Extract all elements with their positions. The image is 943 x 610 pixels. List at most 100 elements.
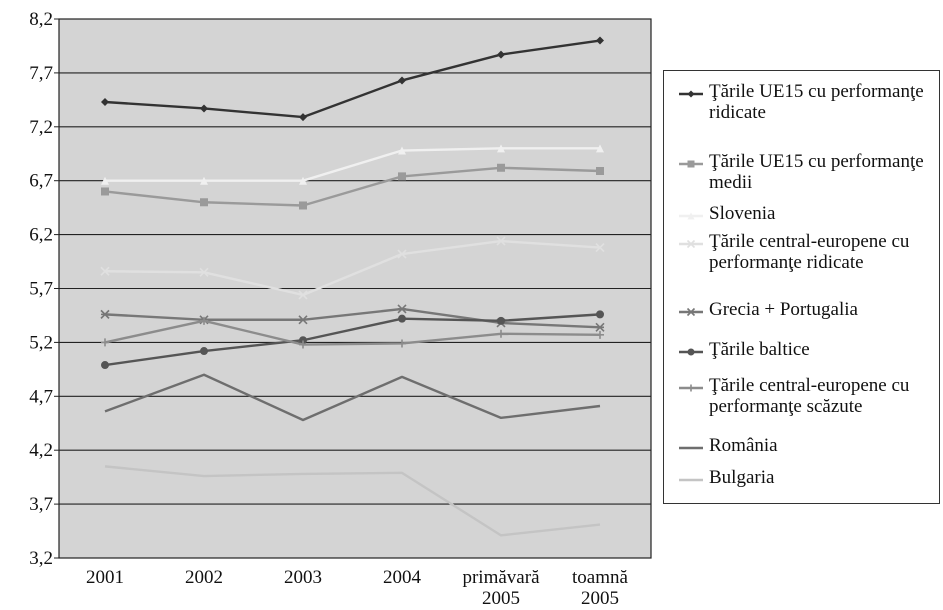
legend-label: Grecia + Portugalia (709, 299, 858, 320)
data-point (200, 316, 208, 325)
data-point (687, 212, 695, 220)
data-point (200, 176, 208, 185)
data-point (398, 76, 406, 85)
legend-swatch (679, 348, 703, 356)
data-point (497, 144, 505, 153)
data-point (595, 322, 605, 332)
x-tick-label: primăvară 2005 (462, 567, 540, 609)
data-point (101, 176, 109, 185)
y-tick-label: 3,7 (29, 494, 53, 515)
y-axis-ticks: 8,2 7,7 7,2 6,7 6,2 5,7 5,2 4,7 4,2 3,7 3,2 (29, 9, 53, 569)
y-tick-label: 6,2 (29, 225, 53, 246)
y-tick-label: 8,2 (29, 9, 53, 30)
x-tick-label: 2002 (185, 567, 223, 588)
data-point (299, 340, 307, 349)
data-point (398, 339, 406, 348)
x-tick-label: 2003 (284, 567, 322, 588)
series-line (104, 39, 601, 119)
x-tick-label: toamnă 2005 (572, 567, 628, 609)
legend-label: Ţările UE15 cu performanţe medii (709, 151, 924, 193)
series-1 (101, 163, 604, 210)
data-point (199, 267, 209, 277)
x-tick-label: 2001 (86, 567, 124, 588)
data-point (299, 336, 307, 345)
data-point (497, 316, 505, 325)
data-point (200, 104, 208, 113)
legend-swatch (679, 212, 703, 220)
series-3 (100, 236, 605, 300)
data-point (397, 304, 407, 314)
legend-label: România (709, 435, 778, 456)
y-tick-label: 4,7 (29, 386, 53, 407)
y-tick-label: 5,2 (29, 332, 53, 353)
data-point (497, 329, 505, 338)
legend-label: Ţările baltice (709, 339, 810, 360)
series-6 (101, 316, 604, 349)
y-tick-label: 5,7 (29, 279, 53, 300)
data-point (398, 314, 406, 323)
data-point (596, 166, 604, 175)
legend-label: Bulgaria (709, 467, 775, 488)
legend-swatch (679, 384, 703, 392)
data-point (100, 309, 110, 319)
data-point (298, 290, 308, 300)
legend-label: Ţările UE15 cu performanţe ridicate (709, 81, 924, 123)
series-2 (101, 144, 604, 185)
data-point (596, 36, 604, 45)
series-line (104, 465, 601, 537)
data-point (299, 201, 307, 210)
legend-swatch (679, 160, 703, 168)
series-line (104, 319, 601, 346)
data-point (397, 249, 407, 259)
data-point (596, 330, 604, 339)
y-tick-label: 3,2 (29, 548, 53, 569)
legend-swatch (679, 478, 703, 482)
series-line (104, 307, 601, 329)
data-point (101, 98, 109, 107)
data-point (100, 266, 110, 276)
data-point (101, 338, 109, 347)
data-point (200, 198, 208, 207)
data-point (101, 187, 109, 196)
x-axis-ticks: 2001 2002 2003 2004 primăvară 2005 toamnă 2005 (86, 567, 629, 609)
series-line (104, 239, 601, 297)
series-line (105, 147, 600, 182)
legend-label: Ţările central-europene cu performanţe s… (709, 375, 910, 417)
legend-swatch (679, 446, 703, 450)
data-point (687, 90, 695, 98)
data-point (687, 348, 695, 356)
data-point (596, 310, 604, 319)
data-point (299, 113, 307, 122)
series-line (104, 166, 601, 207)
legend-label: Slovenia (709, 203, 776, 224)
series-4 (100, 304, 605, 332)
x-tick-label: 2004 (383, 567, 422, 588)
data-point (687, 160, 695, 168)
legend-swatch (679, 90, 703, 98)
data-point (101, 361, 109, 370)
data-point (496, 236, 506, 246)
data-point (687, 384, 695, 392)
data-point (497, 50, 505, 59)
legend-label: Ţările central-europene cu performanţe r… (709, 231, 910, 273)
y-tick-label: 6,7 (29, 171, 53, 192)
legend: Ţările UE15 cu performanţe ridicate Ţăril… (663, 70, 940, 504)
legend-swatch (679, 239, 703, 249)
legend-swatch (679, 307, 703, 317)
data-point (596, 144, 604, 153)
data-point (595, 242, 605, 253)
data-point (298, 315, 308, 325)
data-point (200, 347, 208, 356)
y-tick-label: 7,7 (29, 63, 53, 84)
series-lines (100, 36, 605, 537)
data-point (398, 146, 406, 155)
data-point (497, 163, 505, 172)
series-7 (104, 373, 601, 422)
data-point (299, 176, 307, 185)
series-0 (101, 36, 604, 122)
series-line (104, 373, 601, 422)
series-8 (104, 465, 601, 537)
plot-border (58, 18, 652, 559)
y-tick-label: 4,2 (29, 440, 53, 461)
